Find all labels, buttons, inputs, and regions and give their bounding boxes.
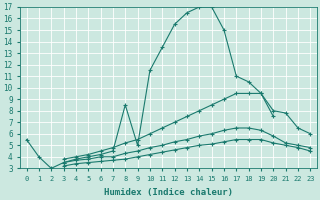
X-axis label: Humidex (Indice chaleur): Humidex (Indice chaleur) xyxy=(104,188,233,197)
